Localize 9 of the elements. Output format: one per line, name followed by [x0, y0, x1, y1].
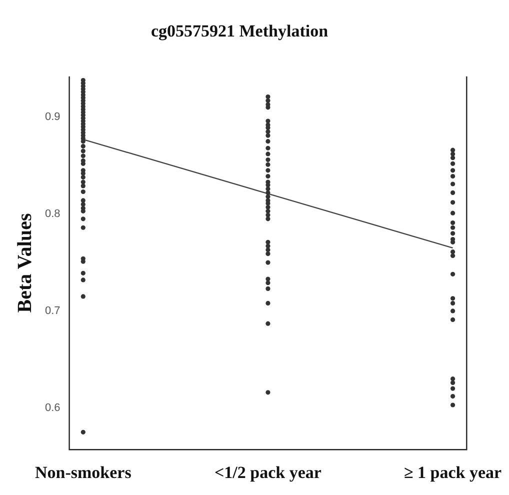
- x-tick-label: <1/2 pack year: [214, 463, 322, 482]
- y-tick-label: 0.9: [44, 111, 60, 124]
- y-tick-label: 0.8: [44, 208, 60, 220]
- x-tick-label: Non-smokers: [34, 463, 132, 482]
- chart-title: cg05575921 Methylation: [150, 22, 329, 41]
- y-tick-label: 0.6: [44, 402, 60, 414]
- x-tick-label: ≥ 1 pack year: [404, 463, 502, 482]
- y-axis-title: Beta Values: [14, 213, 36, 313]
- y-tick-label: 0.7: [44, 305, 60, 318]
